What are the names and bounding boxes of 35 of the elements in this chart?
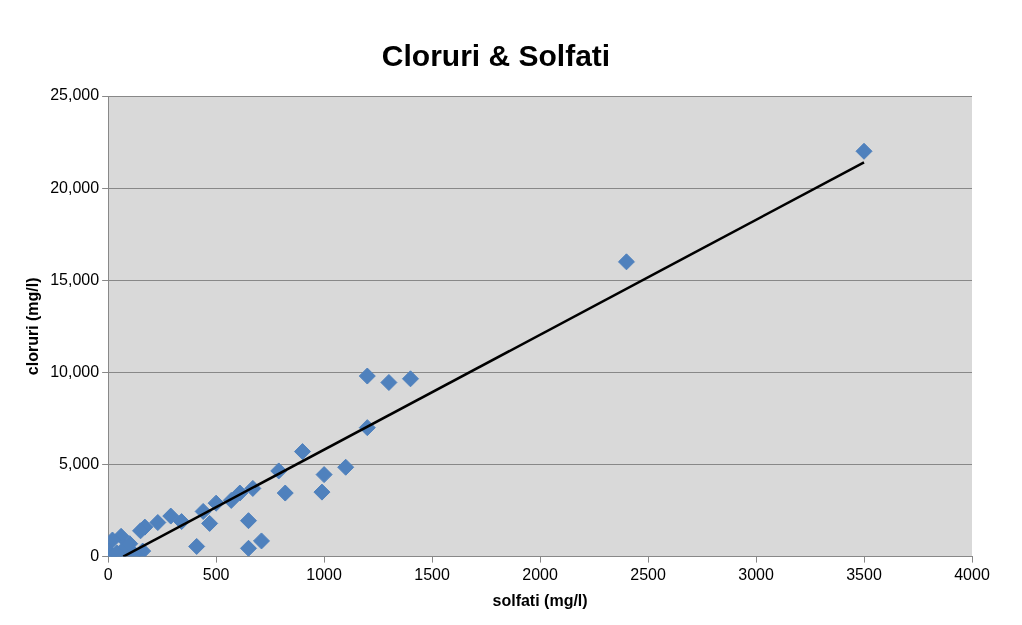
point bbox=[313, 483, 331, 501]
point bbox=[162, 507, 180, 525]
point bbox=[855, 142, 873, 160]
point bbox=[276, 484, 294, 502]
y-tick-label: 25,000 bbox=[50, 86, 100, 104]
x-tick-label: 2500 bbox=[630, 565, 666, 583]
y-tick-label: 15,000 bbox=[50, 270, 100, 288]
y-tick-label: 20,000 bbox=[50, 178, 100, 196]
point bbox=[240, 539, 258, 557]
point bbox=[358, 367, 376, 385]
y-axis-title: cloruri (mg/l) bbox=[24, 277, 42, 376]
point bbox=[617, 253, 635, 271]
point bbox=[401, 370, 419, 388]
y-tick-label: 10,000 bbox=[50, 362, 100, 380]
point bbox=[315, 466, 333, 484]
point bbox=[240, 512, 258, 530]
point bbox=[149, 514, 167, 532]
y-tick-label: 5,000 bbox=[59, 454, 100, 472]
x-tick-label: 500 bbox=[202, 565, 230, 583]
point bbox=[337, 458, 355, 476]
x-tick-label: 1500 bbox=[414, 565, 450, 583]
x-tick-label: 3500 bbox=[846, 565, 882, 583]
point bbox=[380, 373, 398, 391]
point bbox=[252, 532, 270, 550]
point bbox=[201, 514, 219, 532]
x-axis-title: solfati (mg/l) bbox=[492, 591, 588, 609]
x-tick-label: 1000 bbox=[306, 565, 342, 583]
y-tick-label: 0 bbox=[90, 547, 100, 565]
point bbox=[188, 537, 206, 555]
chart-title: Cloruri & Solfati bbox=[381, 39, 611, 73]
x-tick-label: 0 bbox=[103, 565, 113, 583]
point bbox=[294, 443, 312, 461]
x-tick-label: 2000 bbox=[522, 565, 558, 583]
x-tick-label: 4000 bbox=[954, 565, 990, 583]
x-tick-label: 3000 bbox=[738, 565, 774, 583]
